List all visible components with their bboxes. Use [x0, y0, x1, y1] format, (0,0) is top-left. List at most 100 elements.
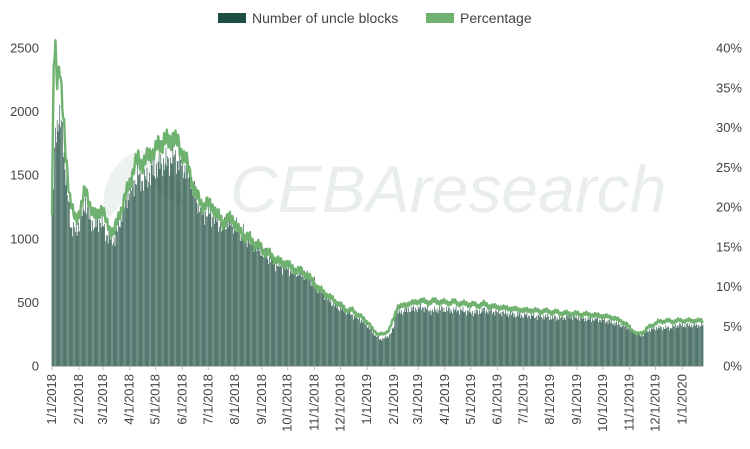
bar-uncle-blocks [257, 239, 258, 366]
bar-uncle-blocks [181, 165, 182, 366]
bar-uncle-blocks [694, 322, 695, 366]
bar-uncle-blocks [541, 317, 542, 366]
bar-uncle-blocks [76, 235, 78, 366]
y2-tick-label: 40% [716, 41, 742, 56]
legend: Number of uncle blocks Percentage [218, 10, 532, 26]
bar-uncle-blocks [414, 311, 415, 366]
bar-uncle-blocks [252, 238, 254, 366]
bar-uncle-blocks [180, 159, 181, 366]
bar-uncle-blocks [500, 311, 502, 366]
bar-uncle-blocks [504, 313, 505, 366]
bar-uncle-blocks [640, 336, 642, 366]
bar-uncle-blocks [621, 327, 623, 366]
bar-uncle-blocks [651, 327, 653, 366]
bar-uncle-blocks [296, 275, 298, 366]
bar-uncle-blocks [219, 226, 220, 366]
bar-uncle-blocks [282, 274, 283, 366]
bar-uncle-blocks [355, 317, 357, 366]
y-tick-label: 1000 [10, 231, 39, 246]
bar-uncle-blocks [325, 296, 327, 366]
bar-uncle-blocks [264, 248, 265, 366]
x-tick-label: 8/1/2019 [542, 374, 557, 425]
bar-uncle-blocks [586, 321, 587, 366]
bar-uncle-blocks [316, 285, 318, 366]
bar-uncle-blocks [147, 187, 149, 366]
bar-uncle-blocks [346, 314, 347, 366]
bar-uncle-blocks [580, 317, 581, 366]
bar-uncle-blocks [516, 316, 517, 366]
bar-uncle-blocks [52, 204, 54, 366]
bar-uncle-blocks [207, 201, 209, 366]
x-tick-label: 10/1/2018 [280, 374, 295, 432]
bar-uncle-blocks [574, 315, 575, 366]
bar-uncle-blocks [669, 327, 671, 366]
bar-uncle-blocks [574, 317, 576, 366]
x-tick-label: 3/1/2019 [410, 374, 425, 425]
bar-uncle-blocks [300, 268, 301, 366]
bar-uncle-blocks [658, 325, 660, 366]
bar-uncle-blocks [310, 286, 312, 366]
bar-uncle-blocks [229, 212, 231, 366]
bar-uncle-blocks [380, 339, 382, 366]
bar-uncle-blocks [604, 317, 605, 366]
bar-uncle-blocks [155, 178, 156, 366]
bar-uncle-blocks [308, 276, 310, 366]
bar-uncle-blocks [299, 268, 301, 366]
bar-uncle-blocks [305, 278, 307, 366]
bar-uncle-blocks [326, 295, 327, 366]
bar-uncle-blocks [424, 306, 426, 366]
bar-uncle-blocks [349, 309, 351, 366]
bar-uncle-blocks [625, 325, 627, 366]
bar-uncle-blocks [517, 312, 518, 366]
bar-uncle-blocks [224, 217, 225, 366]
bar-uncle-blocks [375, 334, 377, 366]
bar-uncle-blocks [261, 255, 263, 366]
bar-uncle-blocks [246, 247, 248, 366]
bar-uncle-blocks [297, 269, 299, 366]
bar-uncle-blocks [315, 285, 316, 366]
bar-uncle-blocks [693, 325, 694, 366]
bar-uncle-blocks [216, 221, 218, 366]
bar-uncle-blocks [277, 266, 278, 366]
bar-uncle-blocks [389, 334, 390, 366]
bar-uncle-blocks [585, 317, 586, 366]
bar-uncle-blocks [495, 309, 497, 366]
bar-uncle-blocks [138, 173, 140, 366]
bar-uncle-blocks [523, 317, 524, 366]
bar-uncle-blocks [295, 267, 296, 366]
bar-uncle-blocks [312, 282, 314, 366]
bar-uncle-blocks [524, 315, 526, 366]
bar-uncle-blocks [93, 229, 94, 366]
bar-uncle-blocks [462, 306, 464, 366]
bar-uncle-blocks [455, 306, 457, 366]
bar-uncle-blocks [521, 314, 522, 366]
bar-uncle-blocks [492, 313, 493, 366]
x-tick-label: 1/1/2019 [359, 374, 374, 425]
bar-uncle-blocks [518, 313, 520, 366]
bar-uncle-blocks [68, 202, 70, 366]
bar-uncle-blocks [92, 220, 93, 366]
bar-uncle-blocks [582, 315, 584, 366]
bar-uncle-blocks [171, 163, 173, 366]
bar-uncle-blocks [507, 312, 509, 366]
bar-uncle-blocks [514, 313, 516, 366]
bar-uncle-blocks [72, 236, 74, 366]
bar-uncle-blocks [51, 213, 53, 366]
bar-uncle-blocks [441, 307, 443, 366]
bar-uncle-blocks [552, 314, 554, 366]
bar-uncle-blocks [599, 319, 600, 366]
bar-uncle-blocks [150, 184, 151, 366]
bar-uncle-blocks [249, 243, 251, 366]
bar-uncle-blocks [333, 301, 334, 366]
bar-uncle-blocks [298, 276, 300, 366]
bar-uncle-blocks [601, 317, 603, 366]
bar-uncle-blocks [365, 324, 366, 366]
bar-uncle-blocks [519, 312, 521, 366]
bar-uncle-blocks [177, 161, 179, 366]
bar-uncle-blocks [502, 311, 503, 366]
bar-uncle-blocks [190, 188, 192, 366]
bar-uncle-blocks [494, 315, 496, 366]
bar-uncle-blocks [61, 119, 62, 366]
bar-uncle-blocks [471, 314, 472, 366]
